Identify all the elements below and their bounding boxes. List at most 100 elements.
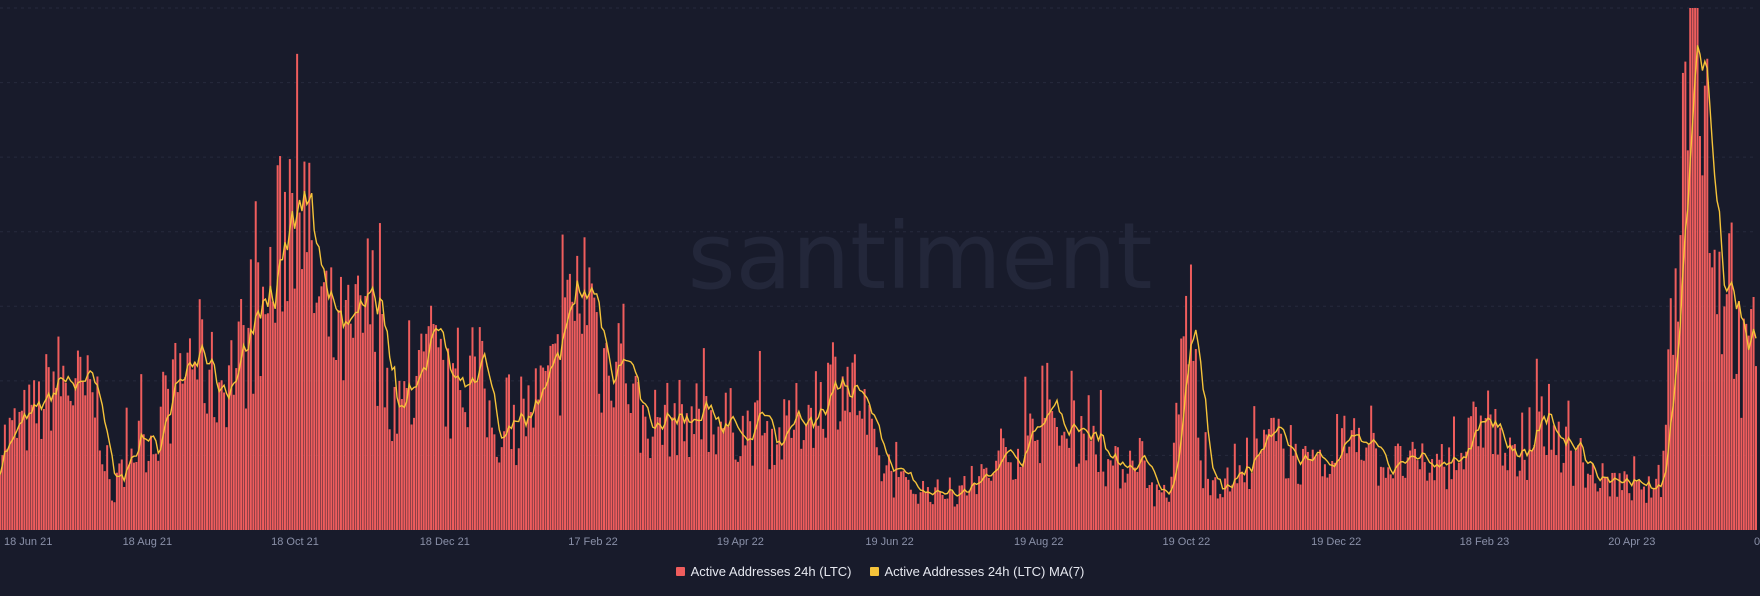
bar (1392, 478, 1395, 530)
bar (186, 352, 189, 530)
bar (1750, 309, 1753, 530)
bar (464, 412, 467, 530)
bar (802, 440, 805, 530)
bar (566, 279, 569, 530)
bar (900, 471, 903, 530)
bar (332, 357, 335, 530)
bar (1723, 306, 1726, 530)
bar (783, 399, 786, 530)
bar (585, 325, 588, 530)
bar (1197, 437, 1200, 530)
bar (493, 434, 496, 530)
bar (1509, 437, 1512, 530)
bar (525, 436, 528, 530)
bar (936, 479, 939, 530)
bar (439, 338, 442, 530)
bar (1112, 465, 1115, 530)
bar (1504, 452, 1507, 530)
bar (532, 427, 535, 530)
bar (59, 396, 62, 530)
bar (897, 477, 900, 530)
bar (1070, 370, 1073, 530)
bar (1121, 469, 1124, 530)
bar (13, 408, 16, 530)
bar (252, 393, 255, 530)
bar (1343, 415, 1346, 530)
bar (1579, 438, 1582, 530)
x-tick-label: 19 Apr 22 (717, 536, 764, 548)
bar (529, 412, 532, 530)
bar (337, 310, 340, 530)
bar (961, 485, 964, 530)
bar (517, 448, 520, 530)
bar (1311, 449, 1314, 530)
bar (388, 429, 391, 530)
bar (812, 447, 815, 530)
bar (1289, 425, 1292, 530)
bar (196, 379, 199, 530)
bar (1681, 72, 1684, 531)
bar (1224, 478, 1227, 530)
bar (1214, 477, 1217, 530)
bar (45, 354, 48, 530)
bar (797, 414, 800, 530)
bar (564, 297, 567, 530)
bar (978, 476, 981, 530)
bar (118, 463, 121, 530)
bar (1599, 488, 1602, 530)
bar (805, 425, 808, 530)
bar (785, 415, 788, 530)
bar (858, 410, 861, 530)
bar (344, 299, 347, 530)
bar (1216, 498, 1219, 530)
bar (57, 336, 60, 530)
bar (1460, 452, 1463, 530)
bar (1633, 456, 1636, 530)
bar (1435, 453, 1438, 530)
bar (1491, 454, 1494, 530)
bar (841, 376, 844, 530)
bar (1453, 416, 1455, 530)
bar (310, 240, 313, 530)
bar (775, 444, 778, 530)
bar (1284, 478, 1287, 530)
bar (1674, 268, 1677, 530)
bar (16, 437, 19, 530)
bar (934, 487, 937, 530)
bar (383, 407, 386, 530)
bar (1019, 466, 1022, 530)
bar (512, 404, 515, 530)
bar (342, 380, 345, 530)
bar (1550, 449, 1553, 530)
bar (1143, 460, 1146, 530)
bar (1133, 467, 1136, 530)
bar (473, 356, 476, 530)
bar (1370, 405, 1373, 530)
bar (403, 381, 406, 530)
bar (1513, 444, 1516, 530)
bar (1141, 441, 1144, 530)
bar (62, 365, 65, 530)
bar (576, 255, 579, 530)
bar (1182, 336, 1185, 530)
bar (939, 490, 942, 530)
bar (1628, 493, 1631, 530)
bar (488, 400, 491, 530)
legend-item-ma7[interactable]: Active Addresses 24h (LTC) MA(7) (869, 564, 1084, 579)
bar (671, 417, 674, 530)
bar (1031, 418, 1034, 530)
bar (1253, 406, 1256, 530)
bar (40, 438, 43, 530)
bar (6, 448, 9, 530)
bar (605, 342, 608, 530)
bar (417, 350, 420, 530)
x-axis-ticks: 18 Jun 21 18 Aug 21 18 Oct 21 18 Dec 21 17 F… (4, 536, 1760, 548)
legend-item-active-addresses[interactable]: Active Addresses 24h (LTC) (675, 564, 852, 579)
bar (1499, 427, 1502, 530)
bar (868, 404, 871, 530)
bar (1056, 426, 1058, 530)
bar (1158, 489, 1161, 530)
bar (1277, 418, 1280, 530)
bar (1009, 462, 1012, 530)
